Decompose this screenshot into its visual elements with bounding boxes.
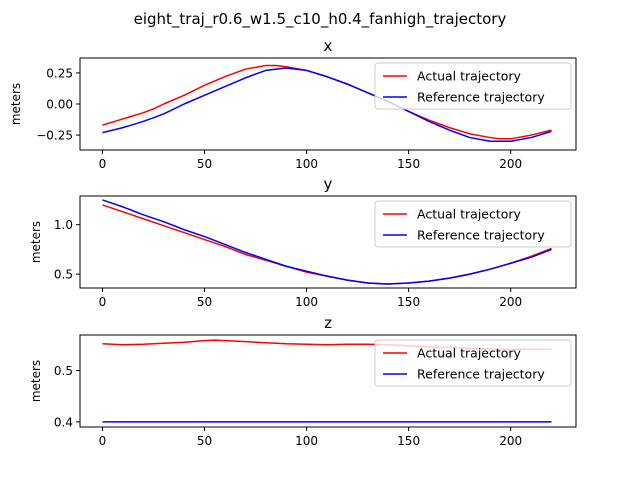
x-tick-label: 0 bbox=[99, 157, 107, 171]
panel-title: z bbox=[324, 314, 332, 332]
y-tick-label: 0.25 bbox=[46, 66, 73, 80]
y-tick-label: 1.0 bbox=[54, 218, 73, 232]
legend-label: Actual trajectory bbox=[417, 69, 522, 84]
series-line-reference bbox=[102, 199, 552, 285]
panel-title: y bbox=[324, 175, 333, 193]
y-tick-label: 0.5 bbox=[54, 268, 73, 282]
y-axis-label: meters bbox=[29, 221, 43, 263]
y-axis-label: meters bbox=[9, 83, 23, 125]
y-axis-label: meters bbox=[29, 360, 43, 402]
figure-title: eight_traj_r0.6_w1.5_c10_h0.4_fanhigh_tr… bbox=[134, 10, 507, 29]
legend-label: Actual trajectory bbox=[417, 346, 522, 361]
x-tick-label: 100 bbox=[295, 434, 318, 448]
legend-label: Reference trajectory bbox=[417, 228, 545, 243]
legend-label: Reference trajectory bbox=[417, 367, 545, 382]
legend-box bbox=[374, 62, 572, 110]
legend-box bbox=[374, 200, 572, 248]
x-tick-label: 150 bbox=[397, 295, 420, 309]
x-tick-label: 150 bbox=[397, 157, 420, 171]
legend-label: Actual trajectory bbox=[417, 207, 522, 222]
legend-label: Reference trajectory bbox=[417, 90, 545, 105]
legend-box bbox=[374, 339, 572, 387]
panel-title: x bbox=[324, 37, 333, 55]
x-tick-label: 200 bbox=[499, 157, 522, 171]
x-tick-label: 50 bbox=[197, 157, 212, 171]
legend: Actual trajectory Reference trajectory bbox=[374, 200, 572, 248]
x-tick-label: 50 bbox=[197, 434, 212, 448]
x-tick-label: 150 bbox=[397, 434, 420, 448]
y-tick-label: 0.4 bbox=[54, 415, 73, 429]
y-tick-label: −0.25 bbox=[36, 129, 73, 143]
axes-frame bbox=[79, 334, 577, 428]
x-tick-label: 200 bbox=[499, 295, 522, 309]
y-tick-label: 0.00 bbox=[46, 98, 73, 112]
panel-z: z meters 0 50 100 150 200 0.4 0.5 Actual trajecto… bbox=[29, 314, 577, 448]
x-tick-label: 100 bbox=[295, 295, 318, 309]
x-tick-label: 0 bbox=[99, 434, 107, 448]
x-tick-label: 0 bbox=[99, 295, 107, 309]
x-tick-label: 100 bbox=[295, 157, 318, 171]
legend: Actual trajectory Reference trajectory bbox=[374, 339, 572, 387]
axes-frame bbox=[79, 195, 577, 289]
legend: Actual trajectory Reference trajectory bbox=[374, 62, 572, 110]
y-tick-label: 0.5 bbox=[54, 364, 73, 378]
x-tick-label: 50 bbox=[197, 295, 212, 309]
panel-x: x meters 0 50 100 150 200 −0.25 0.00 0.25 Actual t… bbox=[9, 37, 577, 171]
series-line-reference bbox=[102, 67, 552, 143]
x-tick-label: 200 bbox=[499, 434, 522, 448]
panel-y: y meters 0 50 100 150 200 0.5 1.0 Actual trajecto… bbox=[29, 175, 577, 309]
